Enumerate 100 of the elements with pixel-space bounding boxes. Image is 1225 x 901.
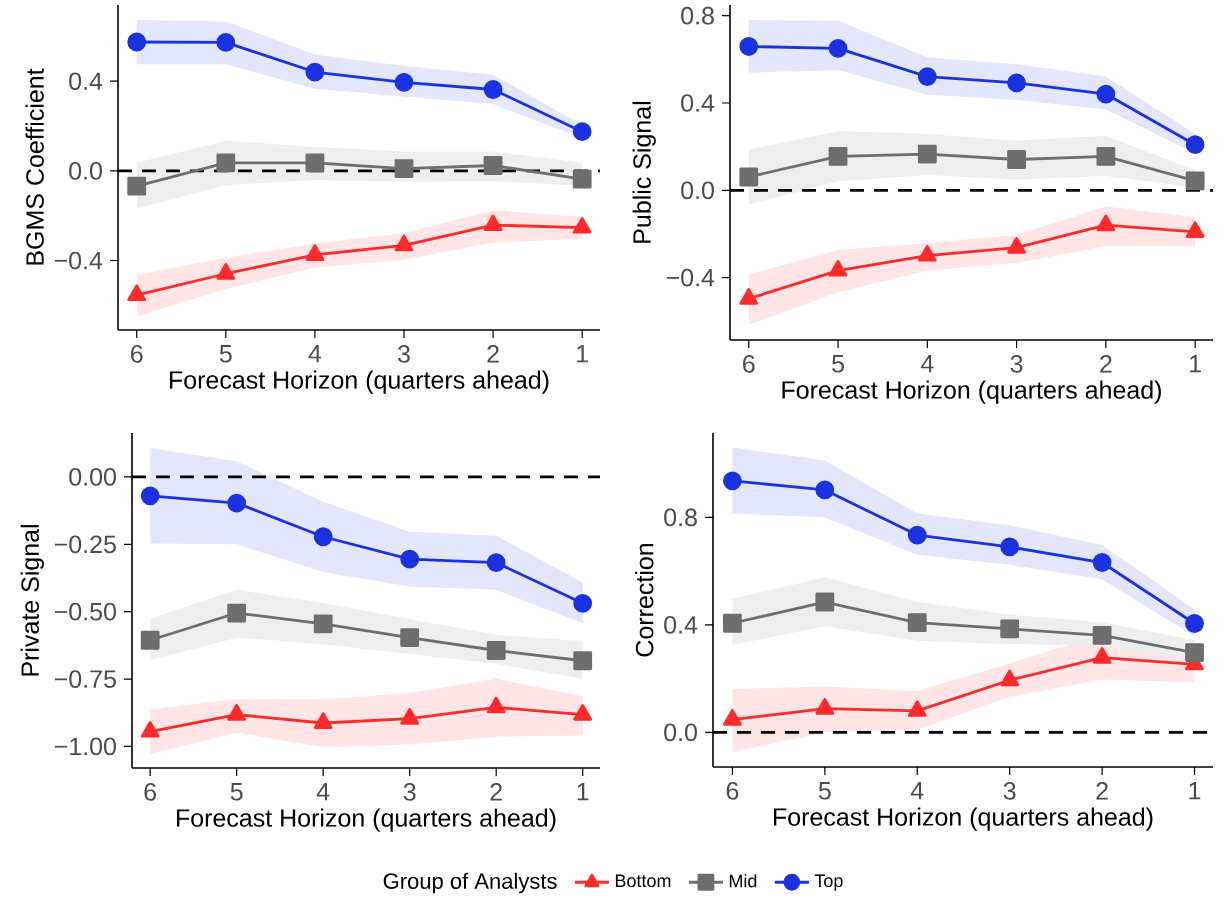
point — [917, 144, 937, 164]
point — [907, 613, 927, 633]
y-tick-label: 0.4 — [69, 72, 103, 91]
point — [828, 260, 848, 277]
point — [305, 62, 325, 82]
point — [1000, 619, 1020, 639]
x-tick-label: 5 — [230, 783, 243, 801]
y-tick-label: 0.4 — [664, 616, 698, 634]
point — [1096, 214, 1116, 232]
point — [216, 33, 236, 52]
point — [573, 704, 593, 721]
x-axis-title: Forecast Horizon (quarters ahead) — [176, 808, 556, 832]
y-tick-label: 0.4 — [681, 94, 715, 112]
point — [1096, 84, 1116, 104]
point — [394, 72, 414, 92]
point — [907, 525, 927, 545]
legend-label: Top — [814, 874, 843, 891]
x-axis-title: Forecast Horizon (quarters ahead) — [169, 370, 549, 394]
x-tick-label: 3 — [1010, 355, 1023, 373]
y-tick-label: 0.0 — [664, 723, 697, 742]
point — [483, 156, 503, 175]
point — [1185, 171, 1205, 191]
x-tick-label: 4 — [920, 355, 934, 373]
x-tick-label: 5 — [818, 782, 831, 800]
point — [127, 284, 147, 302]
y-tick-label: −0.75 — [54, 670, 116, 688]
point — [739, 167, 759, 187]
point — [1007, 237, 1026, 254]
point — [1185, 221, 1205, 238]
x-tick-label: 6 — [131, 345, 143, 363]
point — [305, 153, 325, 173]
y-axis-title: Public Signal — [632, 101, 656, 243]
y-tick-label: 0.0 — [681, 181, 714, 200]
x-tick-label: 6 — [743, 355, 755, 373]
x-tick-label: 5 — [219, 345, 232, 363]
point — [483, 214, 503, 232]
point — [394, 234, 414, 252]
point — [313, 614, 333, 634]
point — [1092, 625, 1112, 645]
y-axis-title: Correction — [635, 544, 654, 657]
point — [573, 651, 593, 671]
point — [1185, 614, 1204, 633]
point — [1185, 643, 1204, 662]
point — [127, 32, 147, 52]
x-tick-label: 2 — [1100, 355, 1112, 373]
point — [227, 704, 247, 721]
x-tick-label: 1 — [577, 345, 588, 363]
point — [815, 698, 835, 715]
point — [1007, 150, 1026, 169]
point — [572, 122, 592, 142]
point — [815, 480, 835, 500]
x-axis-title: Forecast Horizon (quarters ahead) — [773, 807, 1153, 831]
point — [140, 630, 160, 650]
point — [313, 527, 333, 547]
legend-title: Group of Analysts — [383, 872, 557, 894]
point — [1000, 537, 1020, 557]
point — [917, 67, 937, 86]
x-axis-title: Forecast Horizon (quarters ahead) — [782, 380, 1161, 404]
x-tick-label: 3 — [1003, 782, 1016, 800]
point — [1092, 553, 1112, 572]
x-tick-label: 5 — [832, 355, 844, 373]
point — [400, 628, 420, 647]
point — [573, 593, 593, 613]
point — [723, 613, 742, 633]
point — [1185, 135, 1205, 155]
y-axis-title: Private Signal — [20, 525, 44, 676]
x-tick-label: 4 — [316, 783, 330, 801]
point — [1000, 669, 1020, 687]
y-tick-label: 0.8 — [664, 508, 697, 527]
point — [140, 486, 160, 506]
point — [723, 709, 742, 726]
point — [917, 244, 937, 262]
point — [313, 712, 333, 729]
x-tick-label: 4 — [910, 782, 924, 800]
x-tick-label: 1 — [1189, 782, 1201, 800]
point — [483, 80, 503, 99]
point — [828, 147, 848, 166]
point — [739, 37, 759, 56]
point — [572, 216, 592, 234]
x-tick-label: 1 — [1190, 355, 1201, 373]
point — [486, 641, 506, 660]
point — [227, 493, 247, 513]
y-tick-label: −0.4 — [666, 268, 715, 287]
point — [227, 603, 247, 623]
y-tick-label: 0.00 — [69, 468, 116, 486]
x-tick-label: 3 — [403, 783, 416, 801]
point — [572, 169, 592, 189]
point — [127, 176, 147, 196]
point — [739, 288, 759, 305]
point — [815, 592, 835, 612]
x-tick-label: 1 — [577, 783, 589, 801]
point — [305, 244, 325, 261]
point — [400, 708, 420, 725]
y-axis-title: BGMS Coefficient — [25, 68, 44, 265]
y-tick-label: 0.0 — [69, 162, 102, 180]
x-tick-label: 3 — [397, 345, 410, 363]
point — [400, 549, 420, 569]
x-tick-label: 2 — [487, 345, 499, 363]
y-tick-label: −0.4 — [54, 251, 103, 270]
point — [1096, 147, 1116, 166]
